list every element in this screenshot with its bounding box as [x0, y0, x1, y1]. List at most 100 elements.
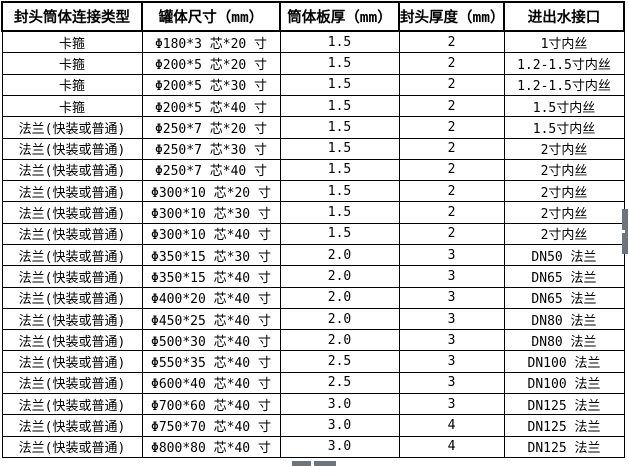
table-cell: 2: [398, 180, 505, 203]
table-cell: DN100 法兰: [503, 371, 625, 395]
horizontal-scrollbar-thumb[interactable]: [292, 461, 336, 466]
table-cell: 1.5: [279, 222, 400, 246]
table-row: 法兰(快装或普通) Φ550*35 芯*40 寸 2.5 3 DN100 法兰: [1, 350, 625, 373]
table-cell: 3: [398, 286, 505, 309]
scrollbar-notch: [311, 461, 314, 466]
table-cell: 2: [398, 116, 505, 139]
table-cell: DN65 法兰: [503, 265, 625, 288]
table-cell: DN125 法兰: [503, 414, 625, 437]
table-cell: 2.5: [279, 350, 400, 373]
table-cell: Φ450*25 芯*40 寸: [141, 307, 281, 331]
table-cell: 法兰(快装或普通): [1, 222, 143, 246]
table-row: 法兰(快装或普通) Φ300*10 芯*30 寸 1.5 2 2寸内丝: [1, 201, 625, 224]
table-row: 法兰(快装或普通) Φ350*15 芯*30 寸 2.0 3 DN50 法兰: [1, 243, 625, 267]
table-cell: 2.0: [279, 286, 400, 309]
table-cell: 1.5: [279, 180, 400, 203]
table-cell: 2.0: [279, 329, 400, 352]
table-cell: DN65 法兰: [503, 286, 625, 309]
table-cell: 2: [398, 137, 505, 160]
table-cell: 1.5: [279, 30, 400, 54]
table-cell: Φ250*7 芯*30 寸: [141, 137, 281, 160]
table-row: 法兰(快装或普通) Φ300*10 芯*40 寸 1.5 2 2寸内丝: [1, 222, 625, 246]
table-cell: 法兰(快装或普通): [1, 435, 143, 459]
table-row: 法兰(快装或普通) Φ250*7 芯*30 寸 1.5 2 2寸内丝: [1, 137, 625, 160]
table-cell: Φ350*15 芯*40 寸: [141, 265, 281, 288]
table-cell: 1.2-1.5寸内丝: [503, 73, 625, 96]
table-cell: 2: [398, 73, 505, 96]
table-cell: Φ750*70 芯*40 寸: [141, 414, 281, 437]
table-cell: 3: [398, 350, 505, 373]
table-cell: 2.0: [279, 265, 400, 288]
table-cell: 法兰(快装或普通): [1, 350, 143, 373]
table-cell: Φ300*10 芯*30 寸: [141, 201, 281, 224]
vertical-scrollbar-thumb[interactable]: [622, 209, 628, 254]
table-cell: Φ250*7 芯*20 寸: [141, 116, 281, 139]
table-cell: 法兰(快装或普通): [1, 286, 143, 309]
table-cell: 3: [398, 307, 505, 331]
table-cell: 3: [398, 371, 505, 395]
header-connection-type: 封头筒体连接类型: [1, 1, 143, 32]
table-cell: 2: [398, 201, 505, 224]
table-body: 卡箍 Φ180*3 芯*20 寸 1.5 2 1寸内丝 卡箍 Φ200*5 芯*20 寸 1.…: [1, 30, 625, 459]
table-cell: DN100 法兰: [503, 350, 625, 373]
header-head-thickness: 封头厚度（mm）: [398, 1, 505, 32]
table-cell: 1.5寸内丝: [503, 116, 625, 139]
table-row: 法兰(快装或普通) Φ600*40 芯*40 寸 2.5 3 DN100 法兰: [1, 371, 625, 395]
table-cell: 法兰(快装或普通): [1, 180, 143, 203]
table-cell: DN125 法兰: [503, 393, 625, 416]
table-row: 法兰(快装或普通) Φ300*10 芯*20 寸 1.5 2 2寸内丝: [1, 180, 625, 203]
table-row: 法兰(快装或普通) Φ700*60 芯*40 寸 3.0 3 DN125 法兰: [1, 393, 625, 416]
table-cell: DN80 法兰: [503, 307, 625, 331]
table-cell: 1寸内丝: [503, 30, 625, 54]
table-cell: 1.5: [279, 137, 400, 160]
table-cell: Φ400*20 芯*40 寸: [141, 286, 281, 309]
table-cell: 卡箍: [1, 73, 143, 96]
table-cell: Φ550*35 芯*40 寸: [141, 350, 281, 373]
table-cell: 1.5: [279, 73, 400, 96]
table-cell: 2.0: [279, 243, 400, 267]
table-row: 卡箍 Φ180*3 芯*20 寸 1.5 2 1寸内丝: [1, 30, 625, 54]
table-cell: 法兰(快装或普通): [1, 371, 143, 395]
table-cell: 2: [398, 94, 505, 118]
table-row: 法兰(快装或普通) Φ250*7 芯*20 寸 1.5 2 1.5寸内丝: [1, 116, 625, 139]
table-cell: Φ180*3 芯*20 寸: [141, 30, 281, 54]
table-cell: 1.5: [279, 201, 400, 224]
table-cell: 法兰(快装或普通): [1, 414, 143, 437]
table-cell: 2寸内丝: [503, 137, 625, 160]
table-cell: 1.5: [279, 94, 400, 118]
table-cell: 3: [398, 329, 505, 352]
table-cell: DN50 法兰: [503, 243, 625, 267]
table-cell: 2: [398, 52, 505, 75]
table-row: 法兰(快装或普通) Φ450*25 芯*40 寸 2.0 3 DN80 法兰: [1, 307, 625, 331]
table-cell: 3: [398, 393, 505, 416]
table-cell: 法兰(快装或普通): [1, 116, 143, 139]
table-cell: 2: [398, 30, 505, 54]
table-cell: 1.5: [279, 158, 400, 182]
table-cell: 法兰(快装或普通): [1, 137, 143, 160]
table-cell: 2寸内丝: [503, 222, 625, 246]
table-row: 卡箍 Φ200*5 芯*30 寸 1.5 2 1.2-1.5寸内丝: [1, 73, 625, 96]
table-cell: 2.0: [279, 307, 400, 331]
table-cell: 1.2-1.5寸内丝: [503, 52, 625, 75]
table-cell: Φ300*10 芯*40 寸: [141, 222, 281, 246]
table-cell: Φ700*60 芯*40 寸: [141, 393, 281, 416]
table-row: 卡箍 Φ200*5 芯*20 寸 1.5 2 1.2-1.5寸内丝: [1, 52, 625, 75]
table-cell: 3.0: [279, 393, 400, 416]
spec-table: 封头筒体连接类型 罐体尺寸（mm） 筒体板厚（mm） 封头厚度（mm） 进出水接…: [1, 1, 625, 459]
table-cell: 1.5: [279, 116, 400, 139]
table-cell: 4: [398, 435, 505, 459]
table-cell: 法兰(快装或普通): [1, 158, 143, 182]
table-cell: 卡箍: [1, 30, 143, 54]
table-cell: 法兰(快装或普通): [1, 243, 143, 267]
table-row: 法兰(快装或普通) Φ800*80 芯*40 寸 3.0 4 DN125 法兰: [1, 435, 625, 459]
table-cell: Φ500*30 芯*40 寸: [141, 329, 281, 352]
header-row: 封头筒体连接类型 罐体尺寸（mm） 筒体板厚（mm） 封头厚度（mm） 进出水接…: [1, 1, 625, 32]
table-row: 法兰(快装或普通) Φ750*70 芯*40 寸 3.0 4 DN125 法兰: [1, 414, 625, 437]
table-cell: 2: [398, 222, 505, 246]
table-row: 法兰(快装或普通) Φ350*15 芯*40 寸 2.0 3 DN65 法兰: [1, 265, 625, 288]
table-row: 法兰(快装或普通) Φ250*7 芯*40 寸 1.5 2 2寸内丝: [1, 158, 625, 182]
table-row: 法兰(快装或普通) Φ400*20 芯*40 寸 2.0 3 DN65 法兰: [1, 286, 625, 309]
table-cell: 2.5: [279, 371, 400, 395]
table-cell: Φ350*15 芯*30 寸: [141, 243, 281, 267]
